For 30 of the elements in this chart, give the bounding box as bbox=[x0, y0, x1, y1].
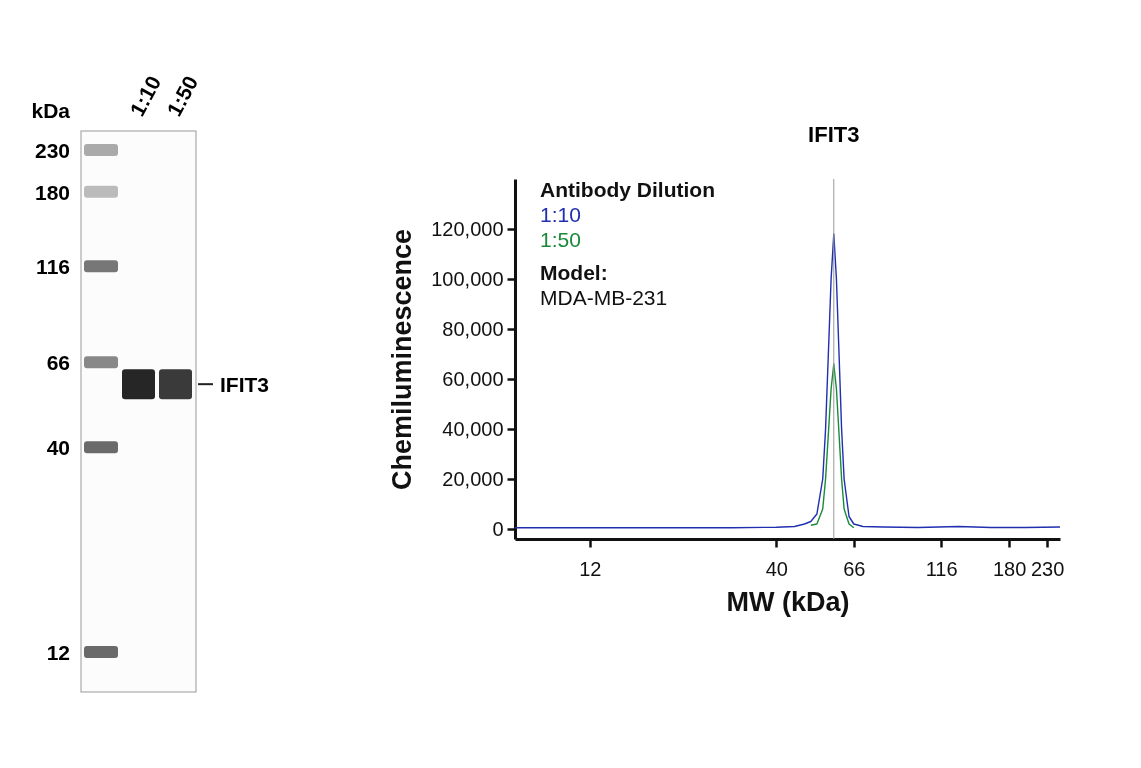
x-tick-label: 116 bbox=[925, 557, 958, 580]
x-tick-label: 230 bbox=[1030, 557, 1065, 580]
text: 1:50 bbox=[540, 228, 581, 251]
x-axis-title: MW (kDa) bbox=[726, 586, 850, 617]
text: 1:10 bbox=[540, 203, 581, 226]
text: 12 bbox=[46, 641, 70, 664]
x-tick-label: 40 bbox=[765, 557, 788, 580]
legend-title: Antibody Dilution bbox=[540, 178, 715, 201]
text: 66 bbox=[46, 351, 70, 375]
y-tick-label: 60,000 bbox=[442, 367, 504, 390]
y-tick-label: 20,000 bbox=[442, 467, 504, 490]
text: 180 bbox=[34, 180, 70, 204]
x-tick-label: 66 bbox=[843, 557, 866, 580]
annotation: Model: bbox=[540, 261, 608, 284]
y-axis-title: Chemiluminescence bbox=[387, 228, 418, 491]
x-tick-label: 12 bbox=[579, 557, 602, 580]
y-tick-label: 120,000 bbox=[431, 217, 504, 240]
text: 40 bbox=[46, 436, 70, 460]
annotation: MDA-MB-231 bbox=[540, 286, 668, 309]
text: IFIT3 bbox=[220, 373, 270, 397]
y-tick-label: 80,000 bbox=[442, 317, 504, 340]
line-series bbox=[810, 363, 855, 529]
y-tick-label: 0 bbox=[492, 517, 504, 540]
x-tick-label: 180 bbox=[992, 557, 1027, 580]
y-tick-label: 40,000 bbox=[442, 417, 504, 440]
text: kDa bbox=[31, 99, 71, 122]
y-tick-label: 100,000 bbox=[431, 267, 504, 290]
text: 230 bbox=[34, 139, 70, 162]
text: 116 bbox=[36, 255, 70, 279]
ref-line-label: IFIT3 bbox=[808, 122, 860, 147]
